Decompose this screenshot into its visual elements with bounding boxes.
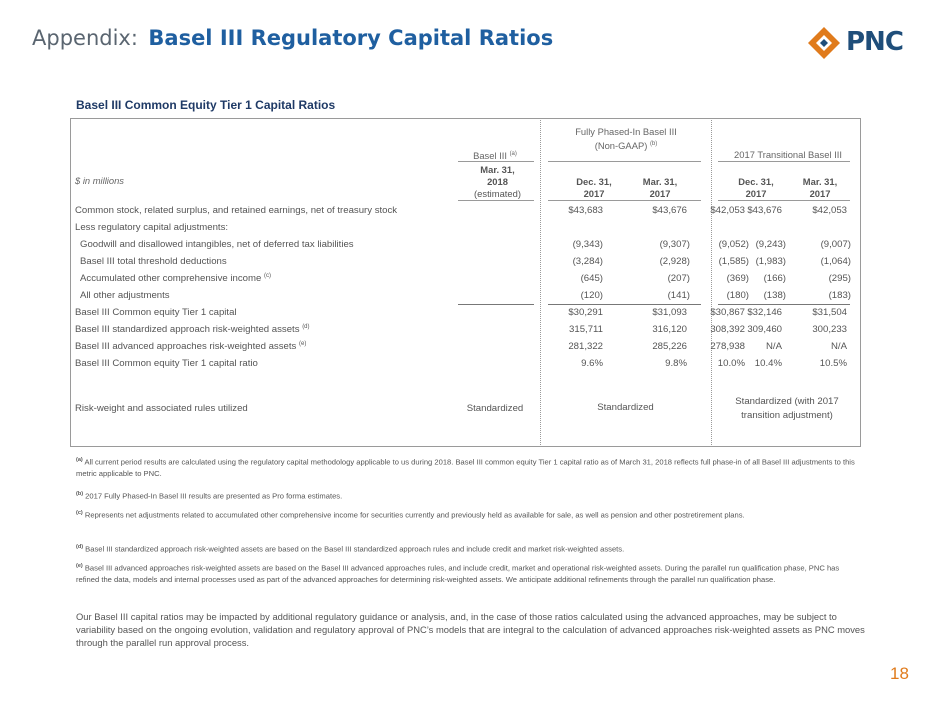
group-header-basel3: Basel III (a)	[473, 150, 517, 162]
header-rule	[458, 200, 534, 201]
subtotal-rule	[458, 304, 534, 305]
header-rule	[458, 161, 534, 162]
footnote-c: (c) Represents net adjustments related t…	[76, 510, 745, 520]
subtotal-rule	[548, 304, 701, 305]
column-header: Dec. 31, 2017	[738, 176, 774, 199]
column-header: Mar. 31, 2017	[642, 176, 678, 199]
table-row: Less regulatory capital adjustments:	[75, 222, 229, 233]
table-row: Basel III Common equity Tier 1 capital $…	[75, 307, 847, 318]
rules-basel3: Standardized	[466, 403, 524, 414]
pnc-logo-text: PNC	[846, 27, 904, 57]
subtotal-rule	[718, 304, 850, 305]
page-title: Basel III Regulatory Capital Ratios	[148, 26, 554, 50]
table-row: All other adjustments (120) (141) (180) …	[80, 290, 851, 301]
footnote-e: (e) Basel III advanced approaches risk-w…	[76, 563, 840, 585]
footnote-a: (a) All current period results are calcu…	[76, 457, 855, 479]
header-rule	[718, 161, 850, 162]
column-divider	[711, 118, 712, 445]
footnote-d: (d) Basel III standardized approach risk…	[76, 544, 625, 554]
units-label: $ in millions	[75, 175, 124, 186]
group-header-transitional: 2017 Transitional Basel III	[734, 149, 842, 160]
table-row: Basel III total threshold deductions (3,…	[80, 256, 851, 267]
table-row: Accumulated other comprehensive income (…	[80, 273, 851, 285]
closing-paragraph: Our Basel III capital ratios may be impa…	[76, 611, 865, 648]
group-header-fully-phased: Fully Phased-In Basel III (Non-GAAP) (b)	[575, 126, 677, 152]
pnc-logo-mark-icon	[808, 27, 840, 59]
column-header: Mar. 31, 2017	[802, 176, 838, 199]
header-rule	[718, 200, 850, 201]
page-title-row: Appendix: Basel III Regulatory Capital R…	[32, 26, 553, 50]
column-header: Dec. 31, 2017	[576, 176, 612, 199]
table-frame	[70, 118, 861, 447]
column-header: Mar. 31, 2018 (estimated)	[474, 164, 521, 199]
header-rule	[548, 161, 701, 162]
header-rule	[548, 200, 701, 201]
page-title-prefix: Appendix:	[32, 26, 138, 50]
column-divider	[540, 118, 541, 445]
page-number: 18	[890, 664, 909, 683]
pnc-logo: PNC	[806, 26, 916, 60]
rules-fully-phased: Standardized	[597, 402, 654, 413]
section-title: Basel III Common Equity Tier 1 Capital R…	[76, 98, 336, 112]
table-row: Basel III advanced approaches risk-weigh…	[75, 341, 847, 353]
rules-transitional: Standardized (with 2017 transition adjus…	[735, 396, 839, 421]
table-row: Basel III Common equity Tier 1 capital r…	[75, 358, 847, 369]
table-row: Goodwill and disallowed intangibles, net…	[80, 239, 851, 250]
footnote-b: (b) 2017 Fully Phased-In Basel III resul…	[76, 491, 343, 501]
table-row: Basel III standardized approach risk-wei…	[75, 324, 847, 336]
table-row: Common stock, related surplus, and retai…	[75, 205, 847, 216]
rules-row-label: Risk-weight and associated rules utilize…	[75, 403, 248, 414]
